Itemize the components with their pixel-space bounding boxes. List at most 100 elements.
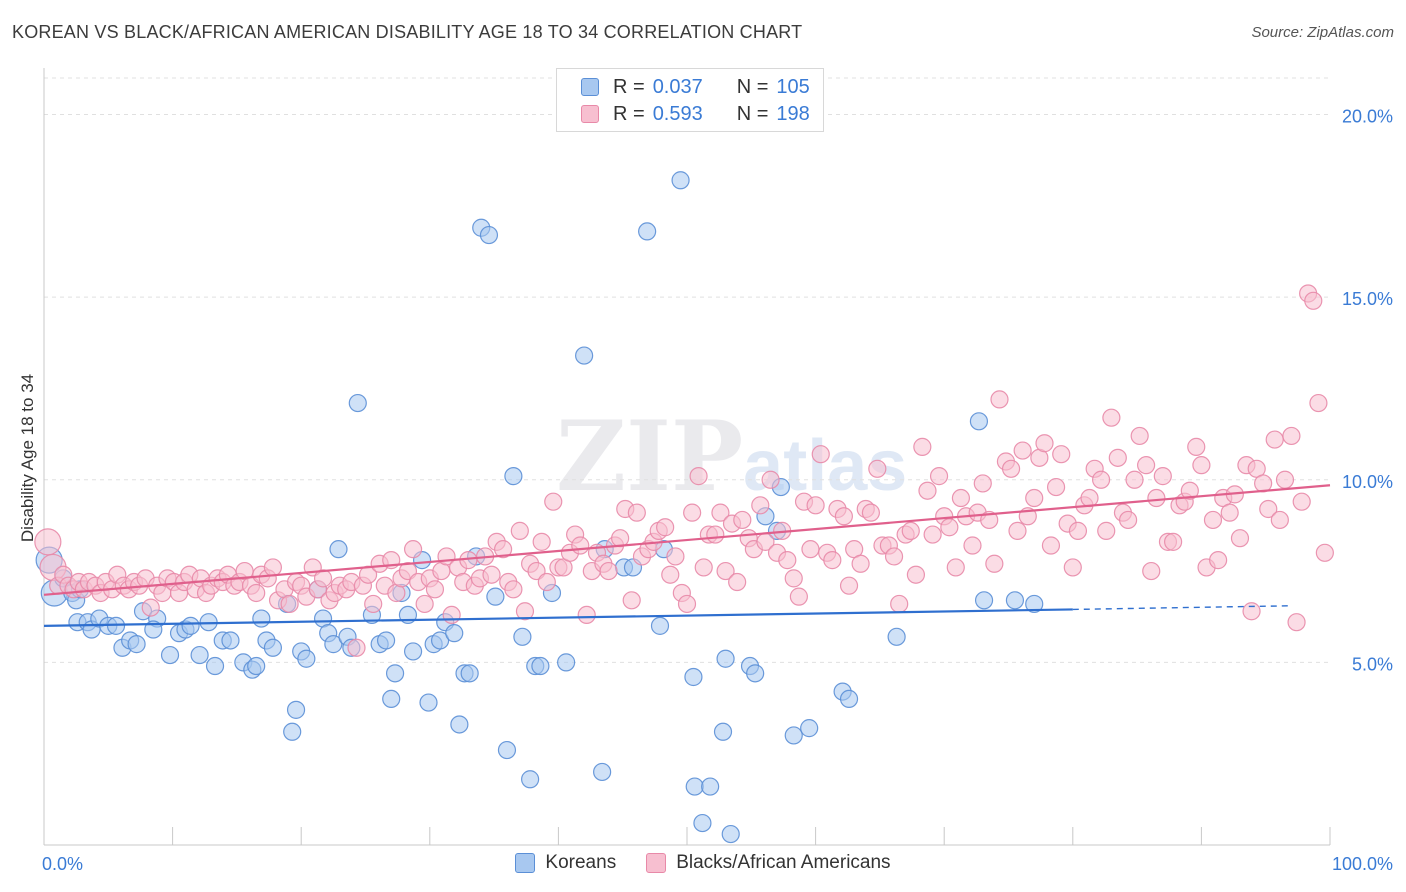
y-tick-label: 15.0% (1342, 289, 1393, 309)
black-point (923, 525, 942, 544)
korean-point (385, 664, 405, 683)
stats-legend: R = 0.037 N = 105 R = 0.593 N = 198 (556, 68, 824, 132)
n-value: 105 (776, 75, 810, 98)
korean-point (445, 624, 464, 643)
black-point (544, 492, 563, 511)
black-point (761, 470, 780, 489)
black-point (1315, 543, 1334, 562)
korean-point (693, 813, 712, 833)
korean-point (479, 225, 499, 245)
black-legend-swatch (646, 853, 667, 873)
korean-point (486, 587, 505, 606)
korean-point (575, 346, 594, 365)
n-value: 198 (776, 102, 810, 125)
korean-point (221, 631, 240, 650)
black-point (622, 591, 641, 610)
korean-point (181, 616, 200, 635)
korean-point (716, 649, 735, 668)
korean-point (593, 762, 612, 782)
black-point (929, 467, 949, 486)
korean-point (887, 627, 906, 646)
black-point (403, 540, 423, 559)
korean-point (638, 222, 657, 241)
black-point (784, 569, 803, 588)
korean-trend-line-extension (1072, 605, 1292, 611)
r-label: R = (613, 75, 645, 98)
black-point (1153, 467, 1172, 486)
korean-point (531, 656, 550, 676)
korean-point (297, 649, 316, 668)
black-point (280, 594, 299, 614)
black-point (963, 536, 982, 555)
korean-point (746, 664, 765, 683)
black-point (656, 518, 675, 537)
black-point (946, 558, 965, 577)
korean-point (348, 393, 367, 413)
y-tick-label: 10.0% (1342, 472, 1393, 492)
black-point (599, 561, 618, 581)
black-point (677, 594, 697, 614)
black-point (1080, 488, 1099, 508)
black-point (1118, 510, 1138, 530)
korean-point (839, 689, 859, 709)
black-point (1192, 456, 1211, 475)
source-label: Source: ZipAtlas.com (1251, 24, 1394, 41)
n-label: N = (736, 102, 769, 125)
black-point (247, 583, 266, 603)
black-point (985, 554, 1004, 573)
black-point (571, 536, 590, 555)
korean-trend-line (43, 608, 1073, 627)
r-value: 0.593 (652, 102, 703, 125)
black-point (1164, 532, 1183, 551)
black-point (425, 580, 445, 599)
black-point (1008, 521, 1027, 540)
black-point (415, 594, 434, 614)
black-point (990, 390, 1009, 409)
black-point (906, 565, 926, 584)
korean-point (784, 726, 803, 745)
korean-point (205, 656, 225, 676)
black-point (1282, 426, 1301, 446)
black-point (1063, 558, 1082, 577)
korean-point (252, 609, 271, 628)
korean-point (190, 645, 209, 665)
black-point (1187, 437, 1206, 456)
black-point (716, 561, 735, 581)
korean-point (969, 412, 989, 431)
black-point (851, 554, 870, 573)
black-point (1209, 551, 1228, 570)
legend-item-koreans[interactable]: Koreans (515, 852, 616, 874)
black-point (751, 496, 770, 515)
black-point (442, 605, 461, 625)
korean-point (671, 171, 690, 190)
black-point (1142, 561, 1161, 581)
y-tick-label: 20.0% (1342, 107, 1393, 127)
korean-point (450, 715, 469, 734)
black-point (1309, 393, 1328, 413)
black-point (839, 576, 859, 595)
x-tick-label-min: 0.0% (42, 854, 83, 874)
black-point (364, 594, 383, 614)
korean-point (685, 777, 704, 796)
black-point (861, 503, 880, 522)
black-point (1287, 613, 1306, 632)
black-point (1203, 510, 1223, 530)
black-point (689, 467, 708, 486)
korean-point (286, 700, 306, 719)
black-point (1052, 445, 1071, 464)
black-point (728, 572, 747, 592)
black-point (1304, 291, 1323, 310)
black-point (1292, 492, 1311, 511)
black-point (1242, 602, 1261, 621)
legend-item-black[interactable]: Blacks/African Americans (646, 852, 891, 874)
korean-point (1025, 594, 1044, 614)
black-point (666, 547, 685, 566)
black-point (1097, 521, 1116, 540)
black-point (1125, 470, 1144, 489)
korean-point (557, 653, 576, 672)
black-point (627, 503, 646, 522)
black-point (868, 459, 887, 478)
black-point (510, 521, 529, 540)
koreans-legend-swatch (515, 853, 536, 873)
